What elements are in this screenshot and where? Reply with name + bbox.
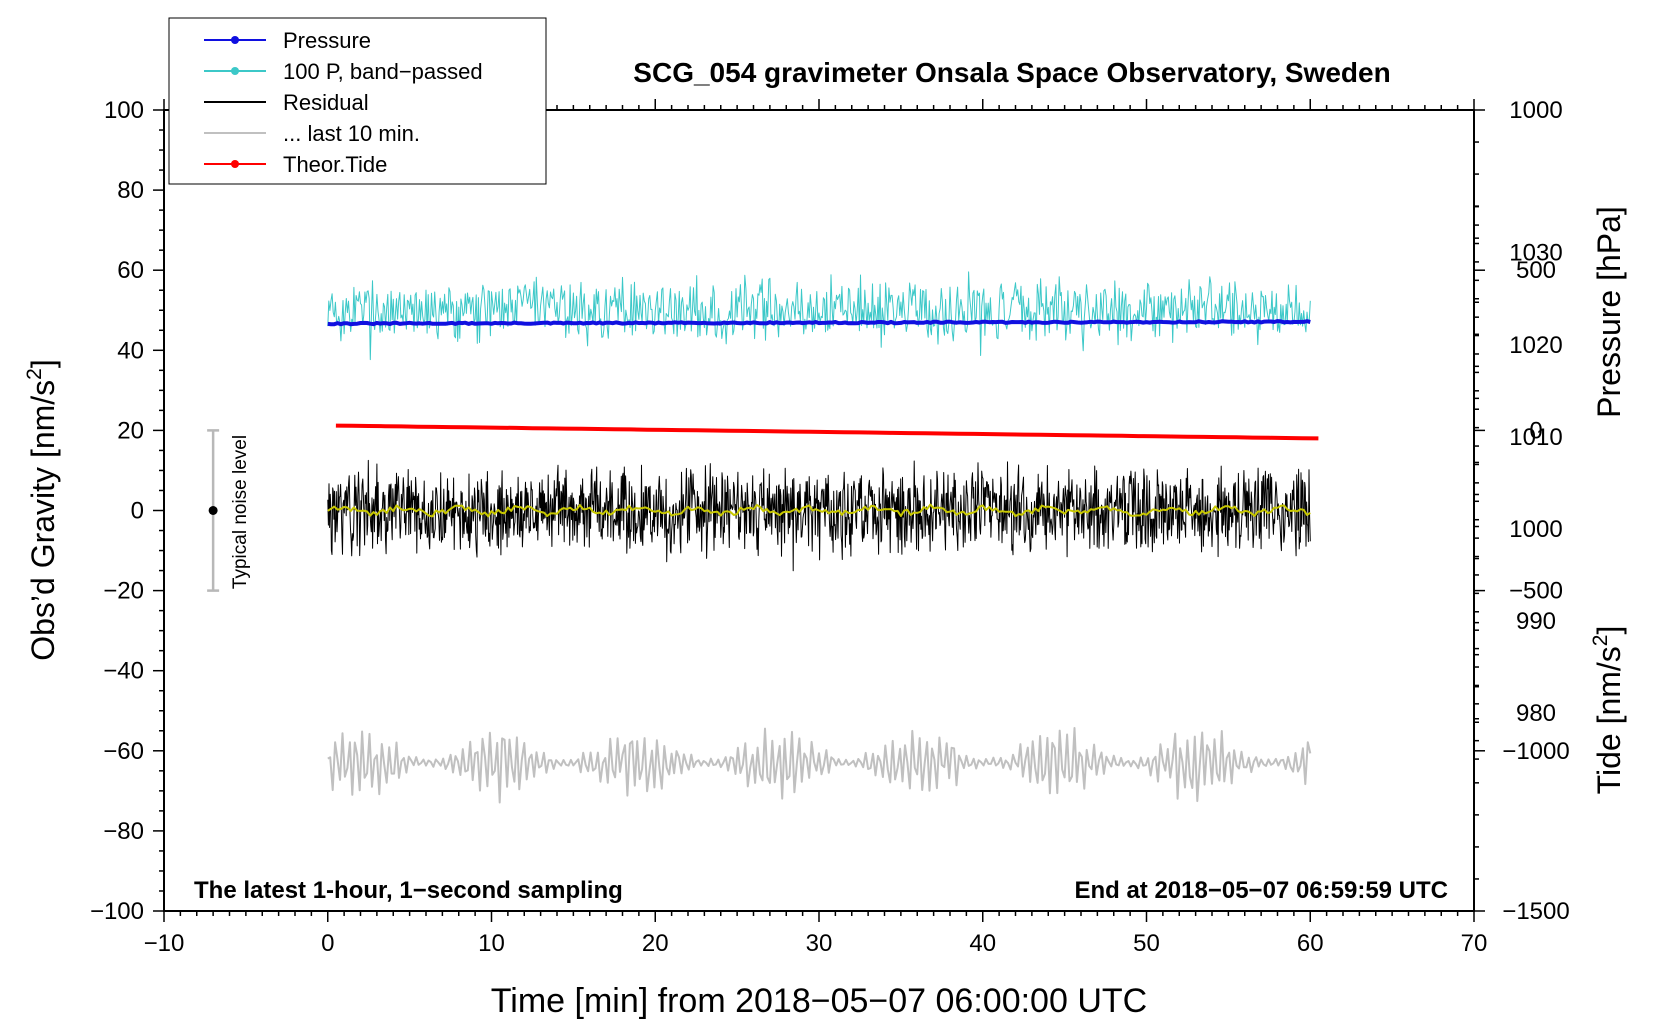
y-axis-label-pressure: Pressure [hPa]	[1591, 206, 1627, 418]
legend-marker	[231, 160, 239, 168]
x-axis-label: Time [min] from 2018−05−07 06:00:00 UTC	[491, 982, 1147, 1020]
series-band-passed-pressure	[327, 271, 1311, 361]
y-axis-label-tide-main: Tide [nm/s	[1591, 646, 1627, 794]
y-axis-label-tide-sup: 2	[1589, 635, 1612, 647]
x-tick-label: 30	[806, 930, 833, 957]
y-tick-label: −20	[103, 578, 144, 605]
y-axis-label-left-main: Obs’d Gravity [nm/s	[25, 380, 61, 661]
legend-label: Residual	[283, 90, 369, 115]
x-tick-label: 40	[969, 930, 996, 957]
noise-level-bar	[207, 429, 220, 592]
chart-title: SCG_054 gravimeter Onsala Space Observat…	[633, 57, 1390, 88]
x-tick-label: 70	[1461, 930, 1488, 957]
y-tick-label: −40	[103, 658, 144, 685]
x-tick-label: 0	[321, 930, 334, 957]
y-tick-label: 60	[117, 257, 144, 284]
pressure-tick-label: 980	[1516, 700, 1556, 727]
series-residual-smoothed	[327, 503, 1311, 518]
y-tick-label: 40	[117, 337, 144, 364]
y-axis-label-left-sup: 2	[23, 368, 46, 380]
pressure-tick-label: 1030	[1509, 240, 1562, 267]
annotation-latest-hour: The latest 1-hour, 1−second sampling	[194, 877, 623, 904]
x-tick-label: 50	[1133, 930, 1160, 957]
tide-axis-ticks: −1500 −1000 −500 0 500 1000	[1474, 97, 1570, 925]
series-last-10-min	[327, 727, 1312, 804]
noise-bar-center-dot	[208, 506, 218, 515]
legend: Pressure 100 P, band−passed Residual ... la…	[168, 17, 547, 185]
y-axis-ticks: −100 −80 −60 −40 −20 0 20 40 60 80 100	[90, 97, 164, 925]
x-tick-label: −10	[144, 930, 185, 957]
pressure-tick-label: 1000	[1509, 516, 1562, 543]
y-tick-label: 0	[131, 498, 144, 525]
tide-tick-label: 1000	[1509, 97, 1562, 124]
x-tick-label: 60	[1297, 930, 1324, 957]
tide-tick-label: −500	[1509, 578, 1563, 605]
y-tick-label: −60	[103, 738, 144, 765]
legend-marker	[231, 67, 239, 75]
x-axis-ticks: −10 0 10 20 30 40 50 60 70	[144, 99, 1488, 957]
y-tick-label: 100	[104, 97, 144, 124]
tide-tick-label: 0	[1529, 417, 1542, 444]
series-residual	[327, 459, 1311, 572]
tide-tick-label: −1000	[1502, 738, 1569, 765]
y-tick-label: −80	[103, 818, 144, 845]
pressure-axis-ticks: 980 990 1000 1010 1020 1030	[1474, 205, 1563, 760]
legend-label: Theor.Tide	[283, 152, 387, 177]
y-axis-label-left-end: ]	[25, 359, 61, 368]
y-axis-label-left: Obs’d Gravity [nm/s2]	[23, 359, 61, 661]
series-pressure	[327, 319, 1311, 327]
legend-label: Pressure	[283, 28, 371, 53]
y-axis-label-tide-end: ]	[1591, 626, 1627, 635]
annotation-end-time: End at 2018−05−07 06:59:59 UTC	[1074, 877, 1448, 904]
tide-tick-label: −1500	[1502, 898, 1569, 925]
data-layer	[327, 271, 1319, 804]
tide-tick-label: 500	[1516, 257, 1556, 284]
pressure-tick-label: 1020	[1509, 332, 1562, 359]
y-tick-label: 20	[117, 417, 144, 444]
pressure-tick-label: 1010	[1509, 424, 1562, 451]
y-tick-label: 80	[117, 177, 144, 204]
series-theor-tide	[335, 423, 1319, 441]
x-tick-label: 20	[642, 930, 669, 957]
y-axis-label-tide: Tide [nm/s2]	[1589, 626, 1627, 795]
legend-marker	[231, 36, 239, 44]
legend-label: ... last 10 min.	[283, 121, 420, 146]
pressure-tick-label: 990	[1516, 608, 1556, 635]
x-tick-label: 10	[478, 930, 505, 957]
y-tick-label: −100	[90, 898, 144, 925]
noise-level-label: Typical noise level	[230, 435, 251, 589]
legend-label: 100 P, band−passed	[283, 59, 483, 84]
